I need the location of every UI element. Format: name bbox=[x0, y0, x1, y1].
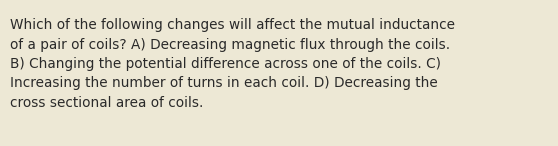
Text: Which of the following changes will affect the mutual inductance: Which of the following changes will affe… bbox=[10, 18, 455, 32]
Text: B) Changing the potential difference across one of the coils. C): B) Changing the potential difference acr… bbox=[10, 57, 441, 71]
Text: of a pair of coils? A) Decreasing magnetic flux through the coils.: of a pair of coils? A) Decreasing magnet… bbox=[10, 38, 450, 52]
Text: Increasing the number of turns in each coil. D) Decreasing the: Increasing the number of turns in each c… bbox=[10, 77, 437, 91]
Text: cross sectional area of coils.: cross sectional area of coils. bbox=[10, 96, 203, 110]
